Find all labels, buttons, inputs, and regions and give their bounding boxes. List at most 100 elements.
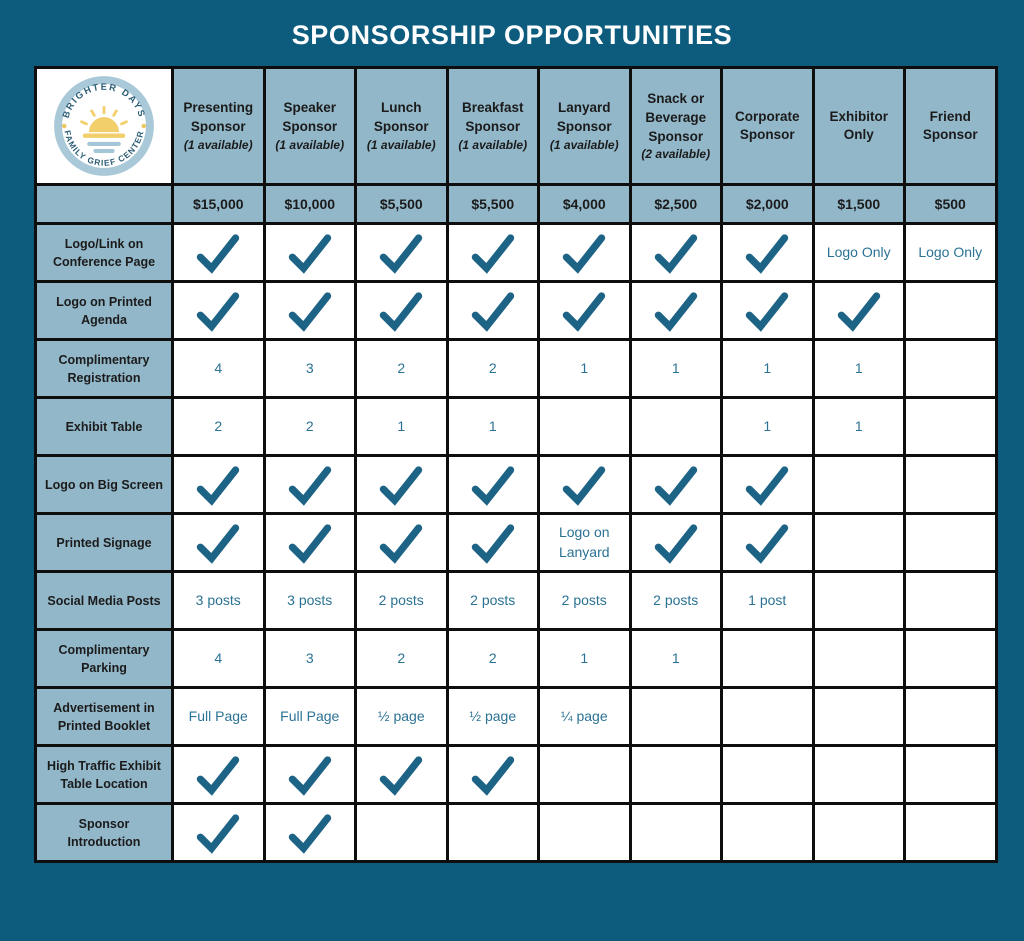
benefit-row: Complimentary Parking 4 3 2 2 1 1: [34, 628, 998, 690]
column-header: Friend Sponsor: [903, 66, 998, 187]
check-icon: [288, 292, 331, 332]
benefit-cell: [811, 454, 906, 516]
price-cell: $2,500: [628, 183, 723, 226]
benefit-cell-text: 1 post: [748, 592, 787, 609]
check-icon: [197, 814, 240, 854]
check-icon: [288, 524, 331, 564]
benefit-cell: [628, 454, 723, 516]
benefit-cell: [537, 222, 632, 284]
benefit-cell: 3 posts: [262, 570, 357, 632]
benefit-cell: [720, 512, 815, 574]
benefit-cell: 2: [262, 396, 357, 458]
benefit-cell: 1: [537, 338, 632, 400]
benefit-cell-text: 2: [488, 360, 497, 377]
benefit-row: Logo/Link on Conference Page Logo Only Log…: [34, 222, 998, 284]
benefit-cell-text: 2 posts: [470, 592, 516, 609]
benefit-cell: 4: [171, 628, 266, 690]
benefit-cell: [445, 454, 540, 516]
benefit-cell-text: 1: [671, 650, 680, 667]
benefit-cell: [903, 628, 998, 690]
price-cell: $4,000: [537, 183, 632, 226]
benefit-cell-text: 1: [854, 418, 863, 435]
benefit-cell: [171, 744, 266, 806]
benefit-cell: 2: [354, 628, 449, 690]
price-cell: $1,500: [811, 183, 906, 226]
benefit-label: Exhibit Table: [34, 396, 174, 458]
benefit-cell: [811, 512, 906, 574]
benefit-cell: [720, 454, 815, 516]
sponsor-header-row: BRIGHTER DAYS FAMILY GRIEF CENTER Presenti…: [34, 66, 998, 187]
benefit-cell-text: 1: [763, 360, 772, 377]
check-icon: [288, 814, 331, 854]
benefit-cell-text: 2 posts: [561, 592, 607, 609]
check-icon: [654, 292, 697, 332]
check-icon: [746, 524, 789, 564]
price-cell: $5,500: [445, 183, 540, 226]
benefit-cell: ½ page: [354, 686, 449, 748]
benefit-cell: [720, 628, 815, 690]
column-name: Corporate Sponsor: [734, 108, 800, 143]
column-header: Presenting Sponsor (1 available): [171, 66, 266, 187]
price-cell: $2,000: [720, 183, 815, 226]
benefit-cell: 3: [262, 338, 357, 400]
benefit-cell: 1: [628, 338, 723, 400]
benefit-cell: [445, 280, 540, 342]
check-icon: [746, 234, 789, 274]
page-title: SPONSORSHIP OPPORTUNITIES: [291, 20, 733, 50]
benefit-cell-text: 2 posts: [653, 592, 699, 609]
sponsorship-table: BRIGHTER DAYS FAMILY GRIEF CENTER Presenti…: [34, 66, 998, 864]
benefit-cell: [262, 280, 357, 342]
benefit-cell-text: Full Page: [188, 708, 248, 725]
benefit-cell: 1: [811, 396, 906, 458]
benefit-row: Printed Signage Logo on Lanyard: [34, 512, 998, 574]
check-icon: [471, 234, 514, 274]
benefit-cell: 1: [628, 628, 723, 690]
benefit-cell-text: 1: [671, 360, 680, 377]
benefit-cell: [811, 280, 906, 342]
benefit-label: Advertisement in Printed Booklet: [34, 686, 174, 748]
benefit-cell: [262, 222, 357, 284]
column-name: Breakfast Sponsor: [461, 100, 524, 135]
benefit-cell: [445, 802, 540, 864]
water-line-2: [93, 149, 115, 154]
check-icon: [288, 466, 331, 506]
benefit-cell: 4: [171, 338, 266, 400]
check-icon: [746, 466, 789, 506]
benefit-cell: [171, 280, 266, 342]
benefit-cell: [262, 512, 357, 574]
benefit-cell: [811, 802, 906, 864]
column-header: Breakfast Sponsor (1 available): [445, 66, 540, 187]
column-name: Friend Sponsor: [922, 108, 978, 143]
benefit-cell: [811, 686, 906, 748]
benefit-cell: [628, 396, 723, 458]
benefit-label: Printed Signage: [34, 512, 174, 574]
benefit-cell-text: 1: [580, 360, 589, 377]
benefit-cell: [628, 280, 723, 342]
benefit-row: Logo on Big Screen: [34, 454, 998, 516]
benefit-label: Logo/Link on Conference Page: [34, 222, 174, 284]
check-icon: [563, 234, 606, 274]
column-availability: (1 available): [366, 137, 436, 152]
benefit-cell-text: 2: [397, 650, 406, 667]
benefit-cell: [628, 802, 723, 864]
benefit-cell: 3: [262, 628, 357, 690]
benefit-cell: [628, 744, 723, 806]
benefit-cell: [262, 744, 357, 806]
water-line-1: [87, 142, 121, 147]
benefit-cell: [445, 222, 540, 284]
check-icon: [197, 524, 240, 564]
check-icon: [654, 524, 697, 564]
benefit-cell: 2 posts: [628, 570, 723, 632]
check-icon: [380, 234, 423, 274]
column-name: Speaker Sponsor: [282, 100, 338, 135]
check-icon: [197, 234, 240, 274]
benefit-cell: [903, 396, 998, 458]
column-name: Lunch Sponsor: [373, 100, 429, 135]
benefit-cell: Logo on Lanyard: [537, 512, 632, 574]
benefit-cell-text: 3 posts: [195, 592, 241, 609]
benefit-cell-text: 3 posts: [287, 592, 333, 609]
sponsorship-flyer: SPONSORSHIP OPPORTUNITIES BRIGHTER DAYS F…: [0, 19, 1024, 864]
benefit-row: Advertisement in Printed Booklet Full Pag…: [34, 686, 998, 748]
benefit-cell: [811, 570, 906, 632]
